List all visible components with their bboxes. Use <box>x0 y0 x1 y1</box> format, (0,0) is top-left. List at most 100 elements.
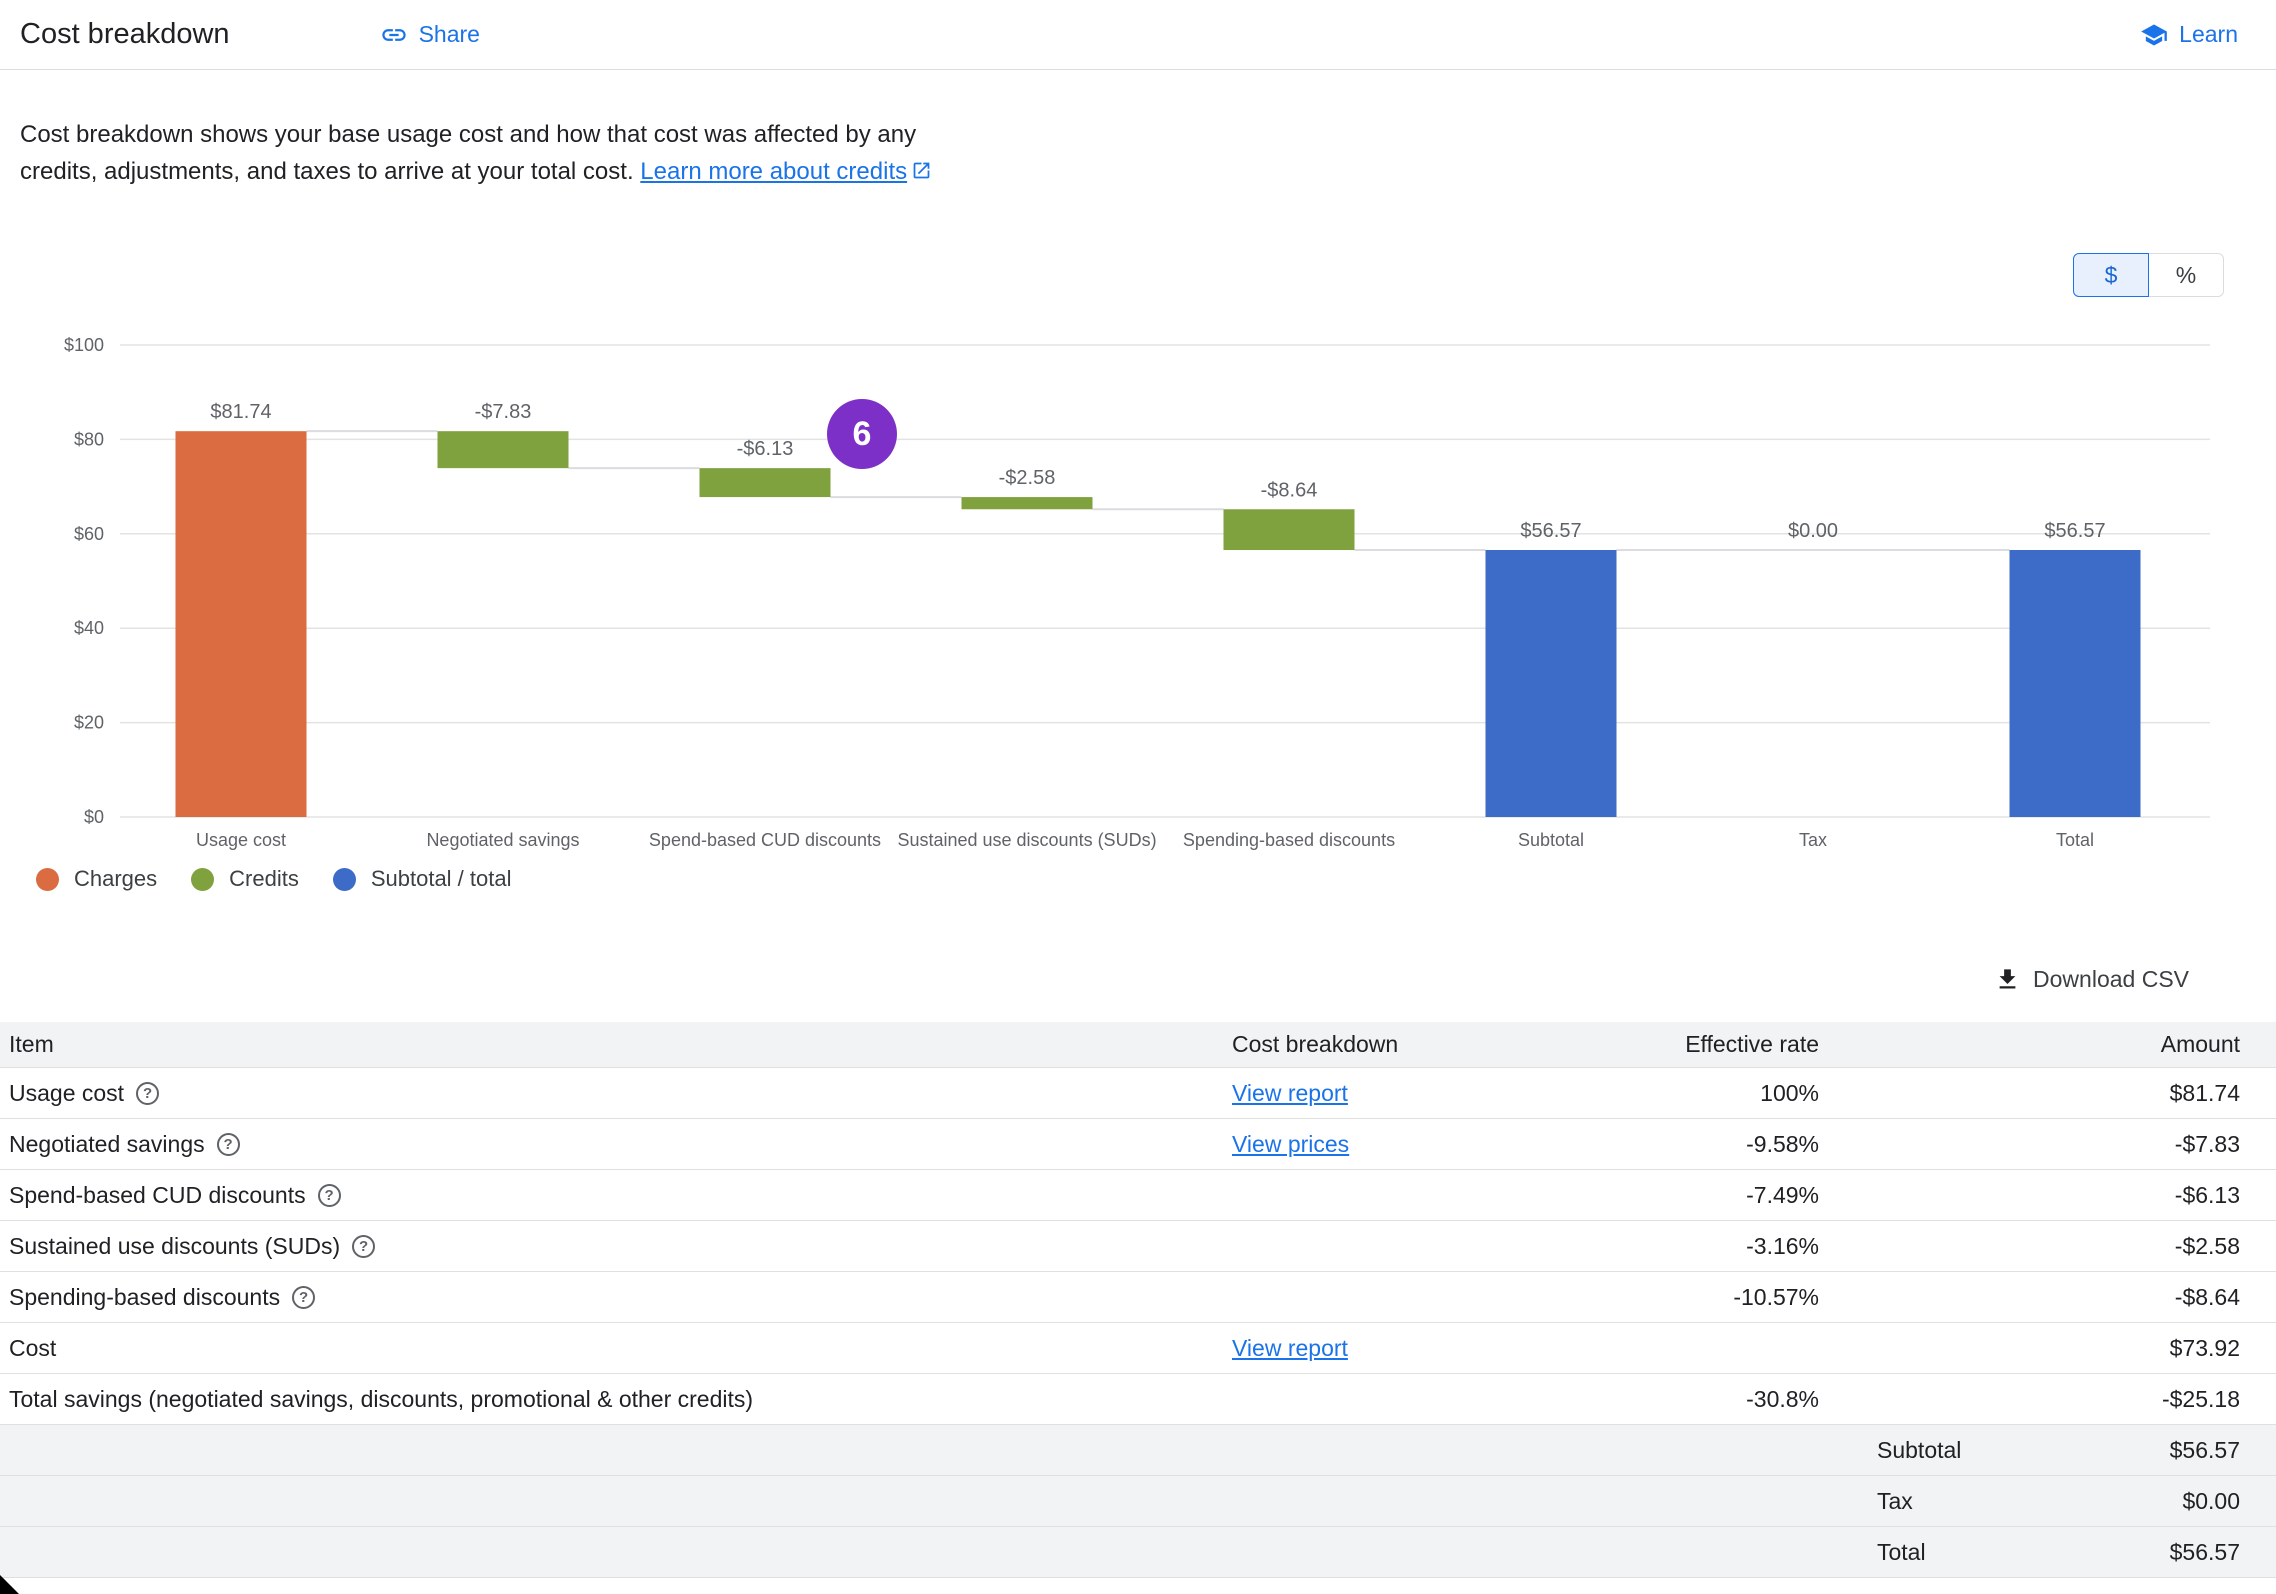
x-axis-label: Negotiated savings <box>426 830 579 850</box>
help-icon[interactable]: ? <box>352 1234 376 1258</box>
learn-label: Learn <box>2179 21 2238 47</box>
x-axis-label: Total <box>2056 830 2094 850</box>
column-header-amount: Amount <box>2160 1031 2240 1057</box>
learn-more-credits-label: Learn more about credits <box>640 158 908 185</box>
legend-item: Charges <box>36 866 157 892</box>
bar-value-label: -$7.83 <box>475 401 532 423</box>
bar-credit[interactable] <box>699 468 831 498</box>
y-axis-tick: $40 <box>74 618 104 638</box>
table-row: Spend-based CUD discounts? -7.49% -$6.13 <box>0 1170 2276 1221</box>
bar-subtotal[interactable] <box>1485 549 1617 817</box>
column-header-item: Item <box>9 1031 54 1057</box>
table-row: Negotiated savings? View prices -9.58% -$7.… <box>0 1119 2276 1170</box>
effective-rate-value: -30.8% <box>1746 1385 1819 1412</box>
amount-value: -$7.83 <box>2174 1130 2240 1157</box>
step-badge-6: 6 <box>827 399 897 469</box>
learn-button[interactable]: Learn <box>2140 21 2238 49</box>
y-axis-tick: $20 <box>74 713 104 733</box>
bar-value-label: $56.57 <box>1520 520 1581 542</box>
chart-legend: Charges Credits Subtotal / total <box>36 866 512 892</box>
y-axis-tick: $0 <box>84 807 104 827</box>
page-header: Cost breakdown Share Learn <box>0 0 2276 70</box>
bar-credit[interactable] <box>1223 509 1355 551</box>
legend-dot-credit <box>191 867 215 891</box>
table-row: Cost View report $73.92 <box>0 1323 2276 1374</box>
percent-toggle-button[interactable]: % <box>2148 253 2224 297</box>
item-label: Sustained use discounts (SUDs) <box>9 1232 341 1259</box>
item-label: Spending-based discounts <box>9 1283 281 1310</box>
external-link-icon <box>913 162 930 179</box>
help-icon[interactable]: ? <box>292 1285 316 1309</box>
table-row: Usage cost? View report 100% $81.74 <box>0 1068 2276 1119</box>
view-link[interactable]: View prices <box>1232 1130 1350 1157</box>
x-axis-label: Spending-based discounts <box>1183 830 1395 850</box>
x-axis-label: Sustained use discounts (SUDs) <box>897 830 1156 850</box>
help-icon[interactable]: ? <box>136 1081 160 1105</box>
item-label: Cost <box>9 1334 57 1361</box>
table-row: Sustained use discounts (SUDs)? -3.16% -$2… <box>0 1221 2276 1272</box>
item-label: Negotiated savings <box>9 1130 205 1157</box>
amount-value: $81.74 <box>2169 1079 2240 1106</box>
bar-credit[interactable] <box>437 431 569 469</box>
page-title: Cost breakdown <box>20 18 230 50</box>
description-text: Cost breakdown shows your base usage cos… <box>20 121 917 185</box>
help-icon[interactable]: ? <box>317 1183 341 1207</box>
summary-label: Subtotal <box>1877 1436 1962 1463</box>
x-axis-label: Tax <box>1799 830 1827 850</box>
dollar-toggle-button[interactable]: $ <box>2073 253 2149 297</box>
help-icon[interactable]: ? <box>216 1132 240 1156</box>
table-header-row: Item Cost breakdown Effective rate Amoun… <box>0 1022 2276 1068</box>
bar-total[interactable] <box>2009 549 2141 817</box>
legend-item: Credits <box>191 866 299 892</box>
cost-breakdown-table: Item Cost breakdown Effective rate Amoun… <box>0 1022 2276 1578</box>
share-label: Share <box>418 21 480 47</box>
bar-credit[interactable] <box>961 497 1093 510</box>
bar-value-label: $0.00 <box>1788 520 1838 542</box>
bar-charge[interactable] <box>175 431 307 817</box>
legend-label: Charges <box>74 866 158 891</box>
effective-rate-value: 100% <box>1760 1079 1819 1106</box>
bar-value-label: $81.74 <box>210 401 271 423</box>
download-csv-label: Download CSV <box>2033 966 2189 992</box>
share-button[interactable]: Share <box>380 21 480 49</box>
effective-rate-value: -3.16% <box>1746 1232 1819 1259</box>
bar-value-label: -$6.13 <box>737 438 794 460</box>
legend-dot-charge <box>36 867 59 891</box>
legend-dot-subtotal_total <box>332 867 356 891</box>
table-row: Total savings (negotiated savings, disco… <box>0 1374 2276 1425</box>
summary-amount: $56.57 <box>2169 1538 2240 1565</box>
amount-value: $73.92 <box>2169 1334 2240 1361</box>
table-body: Usage cost? View report 100% $81.74 Negotiat… <box>0 1068 2276 1578</box>
amount-value: -$25.18 <box>2161 1385 2240 1412</box>
download-icon <box>1999 969 2016 989</box>
y-axis-tick: $80 <box>74 429 104 449</box>
learn-more-credits-link[interactable]: Learn more about credits <box>640 158 932 185</box>
effective-rate-value: -7.49% <box>1746 1181 1819 1208</box>
currency-percent-toggle: $ % <box>2073 253 2224 297</box>
legend-label: Credits <box>229 866 299 891</box>
legend-item: Subtotal / total <box>332 866 512 892</box>
item-label: Spend-based CUD discounts <box>9 1181 306 1208</box>
download-csv-button[interactable]: Download CSV <box>1994 966 2189 993</box>
cost-waterfall-chart: $0 $20 $40 $60 $80 $100 $81.74 Usage cost -$7.83… <box>64 335 2210 850</box>
item-label: Usage cost <box>9 1079 125 1106</box>
summary-label: Tax <box>1877 1487 1913 1514</box>
effective-rate-value: -9.58% <box>1746 1130 1819 1157</box>
bar-value-label: $56.57 <box>2044 520 2105 542</box>
bar-value-label: -$2.58 <box>999 467 1056 489</box>
view-link[interactable]: View report <box>1232 1334 1348 1361</box>
amount-value: -$6.13 <box>2174 1181 2240 1208</box>
amount-value: -$2.58 <box>2174 1232 2240 1259</box>
summary-row: Total $56.57 <box>0 1527 2276 1578</box>
y-axis-tick: $60 <box>74 524 104 544</box>
summary-amount: $56.57 <box>2169 1436 2240 1463</box>
column-header-cost-breakdown: Cost breakdown <box>1232 1031 1399 1057</box>
view-link[interactable]: View report <box>1232 1079 1348 1106</box>
x-axis-label: Usage cost <box>196 830 286 850</box>
legend-label: Subtotal / total <box>370 866 512 891</box>
summary-amount: $0.00 <box>2182 1487 2240 1514</box>
item-label: Total savings (negotiated savings, disco… <box>9 1385 754 1412</box>
table-row: Spending-based discounts? -10.57% -$8.64 <box>0 1272 2276 1323</box>
school-icon <box>2141 24 2168 45</box>
